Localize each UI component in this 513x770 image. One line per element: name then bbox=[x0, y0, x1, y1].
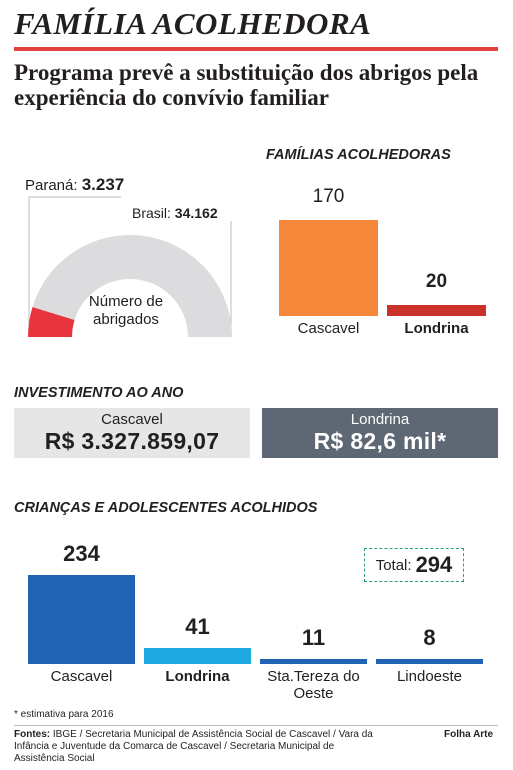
investment-amount: R$ 82,6 mil* bbox=[313, 428, 447, 454]
investment-city: Cascavel bbox=[101, 411, 163, 428]
title-divider bbox=[14, 47, 498, 51]
sources: Fontes: IBGE / Secretaria Municipal de A… bbox=[14, 729, 384, 765]
bar bbox=[260, 659, 367, 664]
credit: Folha Arte bbox=[444, 729, 494, 740]
bar-value-label: 8 bbox=[423, 625, 436, 650]
bar-value-label: 20 bbox=[425, 270, 448, 292]
gauge-part-label: Paraná: 3.237 bbox=[25, 175, 125, 194]
investment-title: INVESTIMENTO AO ANO bbox=[14, 385, 184, 401]
bar-value-label: 234 bbox=[63, 541, 100, 566]
gauge-total-name: Brasil bbox=[132, 205, 168, 221]
bar-value-label: 11 bbox=[301, 625, 326, 650]
children-total-label: Total: bbox=[375, 556, 412, 574]
sources-label: Fontes: bbox=[14, 729, 51, 740]
gauge-part-slice bbox=[28, 307, 75, 337]
children-total-value: 294 bbox=[415, 552, 453, 577]
gauge-chart bbox=[28, 196, 232, 337]
investment-city: Londrina bbox=[350, 411, 410, 428]
gauge-track bbox=[28, 235, 232, 337]
gauge-part-name: Paraná bbox=[25, 177, 74, 194]
investment-cascavel: Cascavel R$ 3.327.859,07 bbox=[14, 408, 250, 458]
bar-category-label: Cascavel bbox=[297, 320, 360, 337]
bar bbox=[144, 648, 251, 664]
investment-londrina: Londrina R$ 82,6 mil* bbox=[262, 408, 498, 458]
page-title: FAMÍLIA ACOLHEDORA bbox=[14, 6, 372, 41]
bar-category-label: Cascavel bbox=[50, 668, 113, 685]
gauge-total-label: Brasil: 34.162 bbox=[132, 205, 218, 221]
footer-divider bbox=[14, 725, 498, 726]
bar-category-label: Lindoeste bbox=[396, 668, 463, 685]
gauge-center-label: Número de abrigados bbox=[88, 293, 164, 328]
bar bbox=[28, 575, 135, 664]
families-chart-title: FAMÍLIAS ACOLHEDORAS bbox=[266, 147, 451, 163]
sources-text: IBGE / Secretaria Municipal de Assistênc… bbox=[14, 729, 373, 764]
bar-category-label: Londrina bbox=[165, 668, 230, 685]
page-subtitle: Programa prevê a substituição dos abrigo… bbox=[14, 60, 479, 110]
bar-category-label: Sta.Tereza do Oeste bbox=[267, 668, 360, 702]
children-chart-title: CRIANÇAS E ADOLESCENTES ACOLHIDOS bbox=[14, 500, 318, 516]
gauge-part-value: 3.237 bbox=[81, 175, 125, 194]
bar bbox=[387, 304, 486, 316]
bar-category-label: Londrina bbox=[404, 320, 469, 337]
gauge-total-value: 34.162 bbox=[174, 205, 218, 221]
bar bbox=[376, 659, 483, 664]
children-total-badge: Total: 294 bbox=[364, 548, 464, 582]
footnote: * estimativa para 2016 bbox=[14, 709, 114, 720]
bar bbox=[279, 220, 378, 316]
bar-value-label: 41 bbox=[185, 614, 210, 640]
investment-amount: R$ 3.327.859,07 bbox=[44, 428, 220, 454]
bar-value-label: 170 bbox=[312, 186, 345, 207]
